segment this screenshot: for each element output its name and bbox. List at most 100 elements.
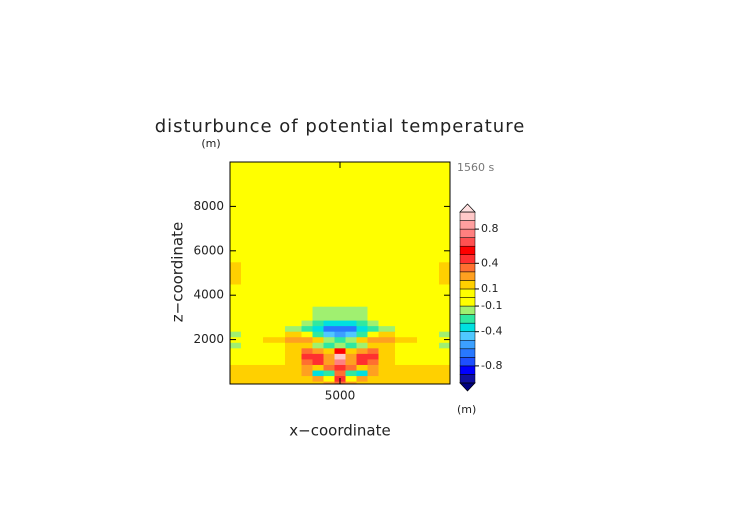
- contour-cell: [417, 162, 440, 185]
- contour-cell: [301, 228, 313, 263]
- contour-cell: [241, 353, 264, 360]
- contour-cell: [378, 331, 396, 338]
- contour-cell: [230, 162, 242, 185]
- colorbar-band: [459, 331, 476, 341]
- colorbar-band: [459, 357, 476, 367]
- contour-cell: [378, 320, 396, 327]
- contour-cell: [312, 342, 324, 349]
- contour-cell: [312, 228, 324, 263]
- contour-cell: [345, 284, 357, 307]
- contour-cell: [301, 325, 313, 332]
- colorbar-band: [459, 271, 476, 281]
- contour-cell: [439, 331, 451, 338]
- contour-cell: [417, 331, 440, 338]
- contour-cell: [334, 347, 346, 354]
- colorbar-band: [459, 220, 476, 230]
- contour-cell: [439, 306, 451, 321]
- contour-cell: [356, 364, 368, 371]
- contour-cell: [230, 228, 242, 263]
- contour-cell: [395, 228, 418, 263]
- contour-cell: [356, 228, 368, 263]
- contour-cell: [301, 336, 313, 343]
- contour-cell: [439, 375, 451, 382]
- contour-cell: [301, 364, 313, 371]
- colorbar-band: [459, 245, 476, 255]
- contour-cell: [334, 364, 346, 371]
- contour-cell: [323, 325, 335, 332]
- contour-cell: [367, 359, 379, 365]
- contour-cell: [395, 306, 418, 321]
- contour-cell: [263, 342, 286, 349]
- contour-cell: [356, 184, 368, 229]
- contour-cell: [301, 306, 313, 321]
- contour-cell: [367, 261, 379, 285]
- contour-cell: [241, 364, 264, 371]
- x-tick-label: 5000: [325, 389, 356, 403]
- contour-cell: [323, 370, 335, 377]
- contour-cell: [378, 364, 396, 371]
- contour-cell: [334, 284, 346, 307]
- contour-cell: [417, 228, 440, 263]
- contour-cell: [417, 364, 440, 371]
- contour-cell: [345, 331, 357, 338]
- contour-cell: [395, 320, 418, 327]
- contour-cell: [230, 325, 242, 332]
- contour-cell: [301, 359, 313, 365]
- contour-cell: [417, 320, 440, 327]
- contour-cell: [241, 261, 264, 285]
- contour-cell: [285, 162, 302, 185]
- contour-cell: [263, 359, 286, 365]
- colorbar-band: [459, 263, 476, 273]
- contour-cell: [323, 347, 335, 354]
- contour-cell: [345, 342, 357, 349]
- contour-cell: [417, 261, 440, 285]
- contour-cell: [323, 162, 335, 185]
- contour-cell: [241, 306, 264, 321]
- contour-cell: [263, 336, 286, 343]
- contour-cell: [285, 306, 302, 321]
- contour-cell: [312, 347, 324, 354]
- time-label: 1560 s: [457, 161, 494, 174]
- contour-cell: [263, 306, 286, 321]
- contour-cell: [323, 364, 335, 371]
- contour-cell: [301, 375, 313, 382]
- contour-cell: [439, 353, 451, 360]
- contour-cell: [241, 359, 264, 365]
- contour-cell: [323, 184, 335, 229]
- colorbar-band: [459, 374, 476, 384]
- contour-cell: [334, 184, 346, 229]
- contour-cell: [230, 359, 242, 365]
- contour-cell: [367, 284, 379, 307]
- y-unit: (m): [201, 137, 220, 150]
- colorbar-band: [459, 254, 476, 264]
- contour-cell: [241, 347, 264, 354]
- contour-cell: [312, 336, 324, 343]
- contour-cell: [312, 184, 324, 229]
- y-tick-label: 8000: [193, 199, 224, 213]
- contour-cell: [439, 320, 451, 327]
- contour-cell: [263, 184, 286, 229]
- contour-cell: [263, 162, 286, 185]
- contour-cell: [367, 375, 379, 382]
- contour-cell: [356, 359, 368, 365]
- contour-cell: [417, 184, 440, 229]
- contour-cell: [263, 353, 286, 360]
- contour-cell: [439, 325, 451, 332]
- contour-cell: [356, 325, 368, 332]
- contour-cell: [230, 261, 242, 285]
- contour-cell: [285, 381, 302, 385]
- contour-cell: [439, 359, 451, 365]
- contour-cell: [417, 370, 440, 377]
- contour-cell: [263, 370, 286, 377]
- contour-cell: [323, 359, 335, 365]
- contour-cell: [241, 184, 264, 229]
- colorbar-band: [459, 288, 476, 298]
- contour-cell: [285, 331, 302, 338]
- contour-cell: [323, 336, 335, 343]
- contour-cell: [312, 359, 324, 365]
- contour-cell: [356, 261, 368, 285]
- contour-cell: [263, 364, 286, 371]
- contour-cell: [378, 162, 396, 185]
- contour-cell: [312, 331, 324, 338]
